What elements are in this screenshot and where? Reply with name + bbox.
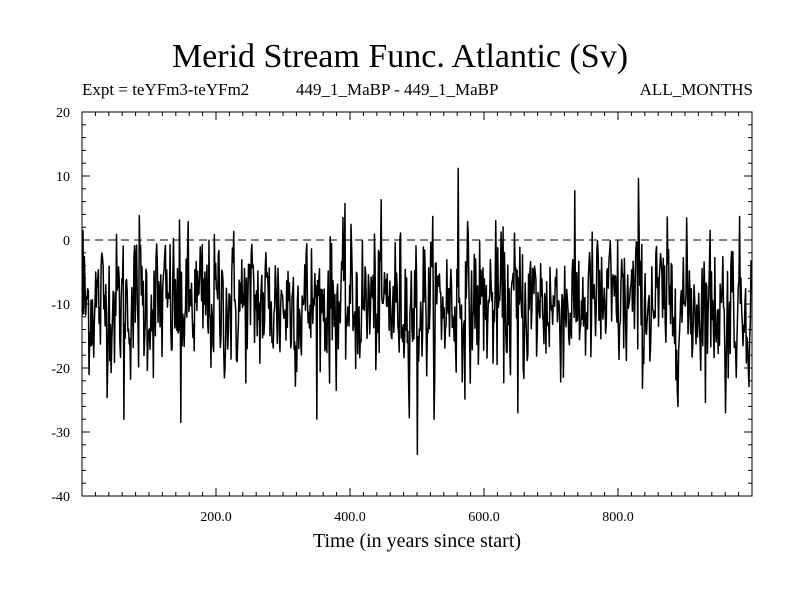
experiment-label: Expt = teYFm3-teYFm2	[82, 80, 250, 99]
x-tick-label: 600.0	[468, 510, 500, 525]
y-tick-label: -10	[51, 298, 70, 313]
months-label: ALL_MONTHS	[639, 80, 753, 99]
x-axis-label: Time (in years since start)	[312, 530, 522, 552]
y-tick-label: 20	[56, 106, 70, 121]
y-tick-label: 10	[56, 170, 70, 185]
period-label: 449_1_MaBP - 449_1_MaBP	[296, 80, 499, 99]
data-series-line	[81, 167, 753, 456]
y-tick-label: -40	[51, 490, 70, 505]
x-tick-label: 200.0	[200, 510, 232, 525]
x-tick-label: 800.0	[602, 510, 634, 525]
y-tick-label: -20	[51, 362, 70, 377]
y-tick-label: -30	[51, 426, 70, 441]
y-tick-label: 0	[63, 234, 70, 249]
chart-title: Merid Stream Func. Atlantic (Sv)	[171, 38, 629, 75]
x-tick-label: 400.0	[334, 510, 366, 525]
